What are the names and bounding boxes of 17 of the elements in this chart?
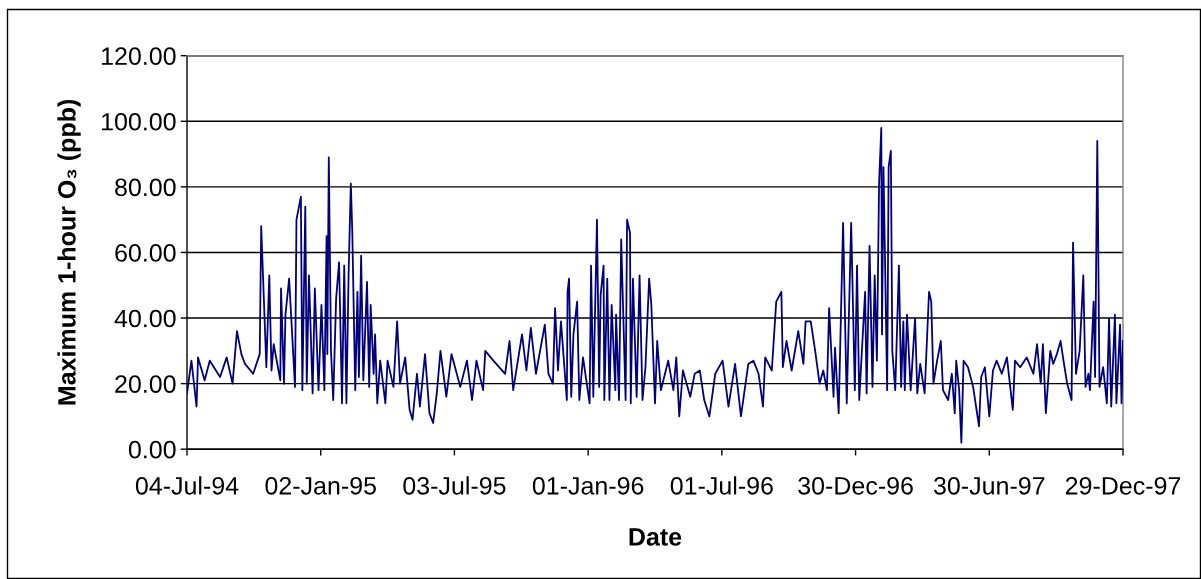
y-tick-label: 0.00 [128,440,176,459]
x-tick-label: 01-Jul-96 [670,476,773,495]
x-tick-label: 02-Jan-95 [265,476,376,495]
y-tick-label: 120.00 [102,47,176,65]
x-tick-label: 30-Jun-97 [933,476,1045,495]
x-tick-label: 04-Jul-94 [135,476,239,495]
y-tick-label: 20.00 [115,375,176,393]
x-tick-label: 01-Jan-96 [532,476,644,495]
x-tick-label: 30-Dec-96 [798,476,913,495]
y-tick-label: 60.00 [115,244,176,262]
x-tick-label: 03-Jul-95 [403,476,506,495]
x-axis-title: Date [629,528,682,546]
y-tick-label: 40.00 [114,309,176,328]
x-tick-label: 29-Dec-97 [1065,476,1181,495]
y-axis-title: Maximum 1-hour O₃ (ppb) [57,99,81,405]
y-tick-label: 100.00 [102,112,176,131]
y-tick-label: 80.00 [115,178,176,197]
